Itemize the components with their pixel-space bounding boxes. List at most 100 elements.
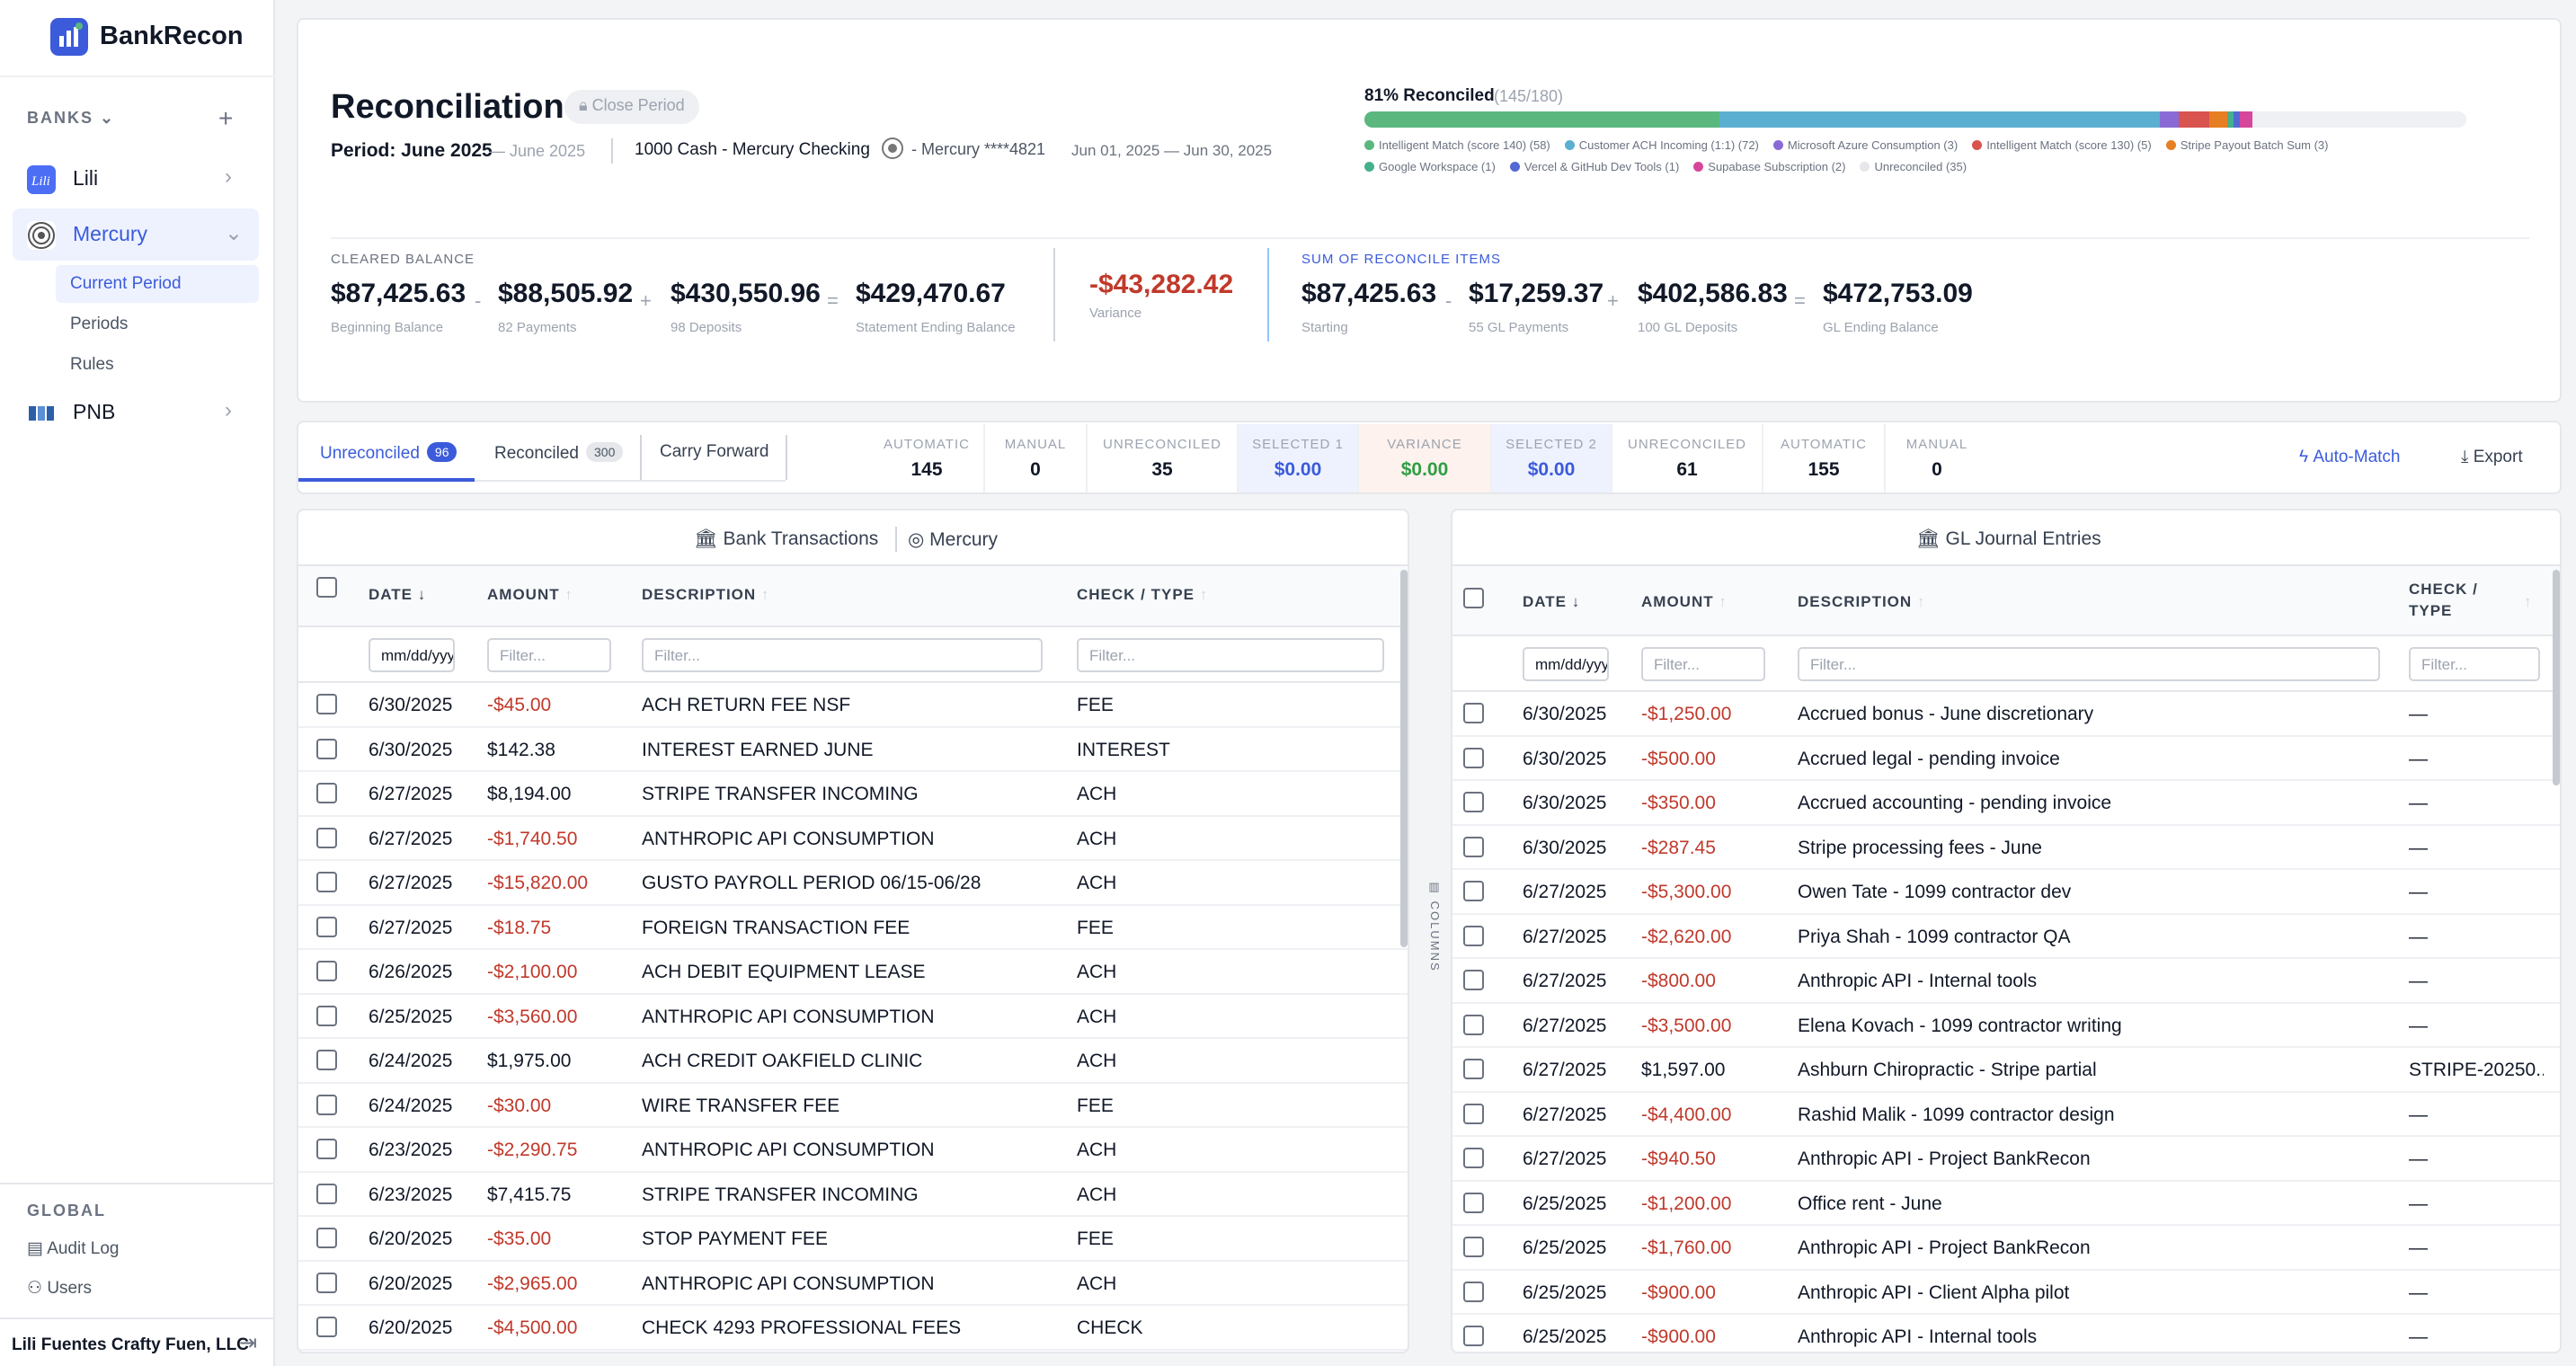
table-row[interactable]: 6/20/2025 -$35.00 STOP PAYMENT FEE FEE	[298, 1217, 1408, 1262]
date-filter-input[interactable]: mm/dd/yyyy	[1523, 647, 1609, 681]
table-row[interactable]: 6/27/2025 -$18.75 FOREIGN TRANSACTION FEE F…	[298, 906, 1408, 950]
table-row[interactable]: 6/27/2025 -$940.50 Anthropic API - Project…	[1452, 1137, 2560, 1182]
row-checkbox[interactable]	[1463, 1103, 1484, 1124]
amount-filter-input[interactable]: Filter...	[487, 638, 611, 672]
close-period-button[interactable]: 🔒︎ Close Period	[564, 90, 699, 124]
table-row[interactable]: 6/23/2025 -$2,290.75 ANTHROPIC API CONSUMP…	[298, 1128, 1408, 1173]
row-checkbox[interactable]	[1463, 792, 1484, 812]
row-checkbox[interactable]	[1463, 925, 1484, 946]
table-row[interactable]: 6/27/2025 $1,597.00 Ashburn Chiropractic -…	[1452, 1048, 2560, 1093]
row-checkbox[interactable]	[316, 738, 337, 759]
row-checkbox[interactable]	[1463, 1281, 1484, 1302]
amount-filter-input[interactable]: Filter...	[1641, 647, 1765, 681]
logout-icon[interactable]: ⇥	[239, 1331, 258, 1355]
column-header-check-type[interactable]: CHECK / TYPE ↑	[1077, 586, 1209, 603]
column-header-amount[interactable]: AMOUNT ↑	[1641, 593, 1728, 610]
row-checkbox[interactable]	[1463, 703, 1484, 723]
row-checkbox[interactable]	[1463, 747, 1484, 768]
row-checkbox[interactable]	[1463, 1148, 1484, 1168]
sidebar-item-audit-log[interactable]: ▤ Audit Log	[27, 1239, 120, 1258]
row-checkbox[interactable]	[1463, 1059, 1484, 1079]
banks-header[interactable]: BANKS ⌄	[27, 109, 116, 127]
row-checkbox[interactable]	[1463, 1326, 1484, 1346]
table-row[interactable]: 6/25/2025 -$3,560.00 ANTHROPIC API CONSUMP…	[298, 995, 1408, 1039]
table-row[interactable]: 6/24/2025 $1,975.00 ACH CREDIT OAKFIELD CL…	[298, 1039, 1408, 1084]
table-row[interactable]: 6/25/2025 -$900.00 Anthropic API - Client …	[1452, 1271, 2560, 1315]
check-type-filter-input[interactable]: Filter...	[1077, 638, 1384, 672]
row-checkbox[interactable]	[316, 783, 337, 803]
row-checkbox[interactable]	[316, 1183, 337, 1204]
table-row[interactable]: 6/30/2025 $142.38 INTEREST EARNED JUNE INTE…	[298, 728, 1408, 772]
row-checkbox[interactable]	[316, 1272, 337, 1293]
table-row[interactable]: 6/27/2025 -$3,500.00 Elena Kovach - 1099 c…	[1452, 1004, 2560, 1048]
tab-reconciled[interactable]: Reconciled 300	[494, 442, 624, 464]
table-row[interactable]: 6/27/2025 $8,194.00 STRIPE TRANSFER INCOMI…	[298, 772, 1408, 817]
row-checkbox[interactable]	[316, 1050, 337, 1070]
sidebar-sub-rules[interactable]: Rules	[70, 355, 114, 374]
table-row[interactable]: 6/24/2025 -$30.00 WIRE TRANSFER FEE FEE	[298, 1084, 1408, 1128]
sidebar-item-users[interactable]: ⚇ Users	[27, 1279, 92, 1298]
sidebar-sub-periods[interactable]: Periods	[70, 315, 129, 333]
table-row[interactable]: 6/20/2025 -$2,965.00 ANTHROPIC API CONSUMP…	[298, 1262, 1408, 1306]
check-type-filter-input[interactable]: Filter...	[2409, 647, 2540, 681]
row-checkbox[interactable]	[316, 1094, 337, 1115]
column-header-date[interactable]: DATE ↓	[369, 586, 427, 603]
scrollbar[interactable]	[2553, 570, 2560, 785]
row-checkbox[interactable]	[316, 827, 337, 848]
row-checkbox[interactable]	[316, 872, 337, 892]
columns-toggle[interactable]: ▥ COLUMNS	[1428, 881, 1442, 972]
row-checkbox[interactable]	[1463, 1014, 1484, 1035]
sidebar-item-mercury[interactable]: Mercury ⌄	[13, 208, 259, 261]
scrollbar[interactable]	[1400, 570, 1408, 947]
table-row[interactable]: 6/27/2025 -$800.00 Anthropic API - Interna…	[1452, 959, 2560, 1004]
table-row[interactable]: 6/27/2025 -$2,620.00 Priya Shah - 1099 con…	[1452, 915, 2560, 959]
table-row[interactable]: 6/20/2025 -$4,500.00 CHECK 4293 PROFESSION…	[298, 1306, 1408, 1351]
row-checkbox[interactable]	[316, 694, 337, 714]
table-row[interactable]: 6/30/2025 -$287.45 Stripe processing fees …	[1452, 826, 2560, 870]
sort-icon[interactable]: ↑	[2524, 593, 2533, 610]
row-checkbox[interactable]	[316, 916, 337, 937]
column-header-date[interactable]: DATE ↓	[1523, 593, 1581, 610]
select-all-checkbox[interactable]	[316, 577, 337, 598]
export-button[interactable]: ⤓ Export	[2461, 448, 2523, 466]
select-all-checkbox[interactable]	[1463, 588, 1484, 608]
sidebar-item-pnb[interactable]: PNB ›	[13, 386, 259, 439]
add-bank-icon[interactable]: +	[218, 104, 234, 132]
tab-unreconciled[interactable]: Unreconciled 96	[320, 442, 457, 464]
table-row[interactable]: 6/25/2025 -$1,760.00 Anthropic API - Proje…	[1452, 1226, 2560, 1271]
sidebar-sub-current-period[interactable]: Current Period	[56, 265, 259, 303]
row-checkbox[interactable]	[316, 1228, 337, 1248]
date-filter-input[interactable]: mm/dd/yyyy	[369, 638, 455, 672]
table-row[interactable]: 6/27/2025 -$4,400.00 Rashid Malik - 1099 c…	[1452, 1093, 2560, 1137]
table-row[interactable]: 6/25/2025 -$1,200.00 Office rent - June —	[1452, 1182, 2560, 1226]
table-row[interactable]: 6/27/2025 -$5,300.00 Owen Tate - 1099 cont…	[1452, 870, 2560, 915]
table-row[interactable]: 6/23/2025 $7,415.75 STRIPE TRANSFER INCOMI…	[298, 1173, 1408, 1217]
auto-match-button[interactable]: ϟ Auto-Match	[2299, 448, 2401, 466]
row-checkbox[interactable]	[316, 961, 337, 981]
column-header-type[interactable]: TYPE	[2409, 602, 2453, 619]
row-checkbox[interactable]	[1463, 836, 1484, 857]
row-checkbox[interactable]	[1463, 970, 1484, 990]
table-row[interactable]: 6/30/2025 -$350.00 Accrued accounting - pe…	[1452, 781, 2560, 826]
row-checkbox[interactable]	[316, 1317, 337, 1337]
tab-carry-forward[interactable]: Carry Forward	[660, 442, 769, 461]
row-checkbox[interactable]	[1463, 1192, 1484, 1213]
table-row[interactable]: 6/30/2025 -$45.00 ACH RETURN FEE NSF FEE	[298, 683, 1408, 728]
table-row[interactable]: 6/27/2025 -$1,740.50 ANTHROPIC API CONSUMP…	[298, 817, 1408, 861]
table-row[interactable]: 6/27/2025 -$15,820.00 GUSTO PAYROLL PERIOD…	[298, 861, 1408, 906]
row-checkbox[interactable]	[1463, 1237, 1484, 1257]
table-row[interactable]: 6/25/2025 -$900.00 Anthropic API - Interna…	[1452, 1315, 2560, 1352]
column-header-check[interactable]: CHECK /	[2409, 581, 2478, 598]
column-header-description[interactable]: DESCRIPTION ↑	[1798, 593, 1926, 610]
table-row[interactable]: 6/26/2025 -$2,100.00 ACH DEBIT EQUIPMENT L…	[298, 950, 1408, 995]
sidebar-item-lili[interactable]: Lili Lili ›	[13, 153, 259, 205]
description-filter-input[interactable]: Filter...	[1798, 647, 2380, 681]
table-row[interactable]: 6/30/2025 -$500.00 Accrued legal - pending…	[1452, 737, 2560, 781]
description-filter-input[interactable]: Filter...	[642, 638, 1043, 672]
column-header-amount[interactable]: AMOUNT ↑	[487, 586, 573, 603]
row-checkbox[interactable]	[316, 1139, 337, 1159]
row-checkbox[interactable]	[1463, 881, 1484, 901]
row-checkbox[interactable]	[316, 1005, 337, 1026]
table-row[interactable]: 6/30/2025 -$1,250.00 Accrued bonus - June …	[1452, 692, 2560, 737]
column-header-description[interactable]: DESCRIPTION ↑	[642, 586, 770, 603]
